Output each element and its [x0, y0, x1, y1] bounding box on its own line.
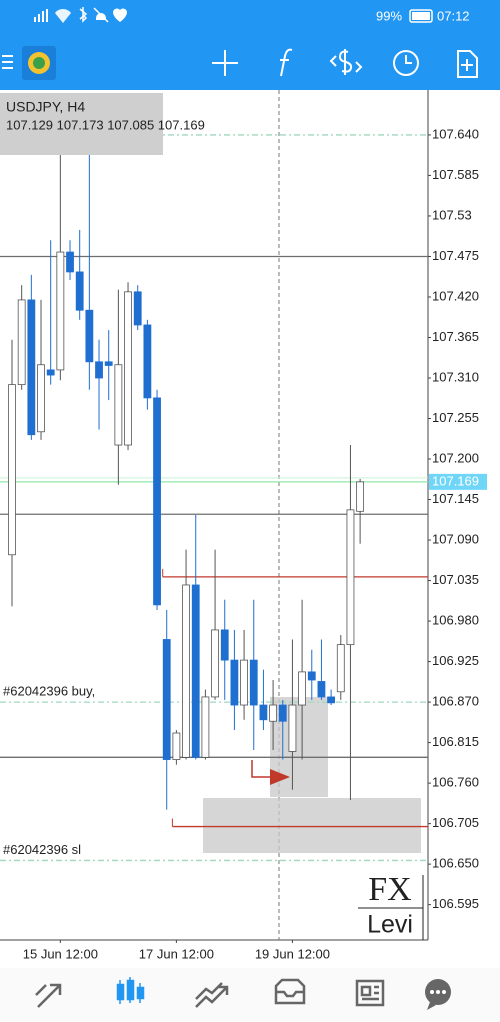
candle-body	[153, 397, 161, 606]
y-tick-label: 106.925	[432, 653, 479, 668]
level-label: #62042396 sl	[3, 842, 81, 857]
candle-body	[317, 681, 326, 698]
crosshair-button[interactable]	[212, 50, 238, 76]
candle-body	[336, 644, 345, 693]
bottom-nav	[0, 968, 500, 1022]
candle-body	[249, 659, 258, 706]
candle-body	[162, 639, 171, 760]
y-tick-label: 106.650	[432, 856, 479, 871]
candle-body	[124, 291, 132, 446]
y-tick-label: 107.255	[432, 410, 479, 425]
current-price-label: 107.169	[432, 473, 479, 488]
candle-body	[269, 704, 277, 722]
chart-tab[interactable]	[116, 977, 145, 1004]
current-price-box	[429, 473, 487, 490]
candle-body	[288, 704, 297, 752]
watermark: FX Levi	[358, 871, 424, 940]
candle-body	[95, 361, 103, 379]
y-tick-label: 107.145	[432, 491, 479, 506]
candle-body	[327, 696, 336, 704]
candle-body	[37, 364, 45, 433]
y-tick-label: 106.595	[432, 896, 479, 911]
candle-body	[114, 364, 123, 446]
candle-body	[8, 384, 16, 556]
watermark-levi: Levi	[367, 911, 413, 939]
y-tick-label: 107.310	[432, 369, 479, 384]
candle-body	[240, 659, 248, 706]
x-tick-label: 15 Jun 12:00	[23, 946, 98, 961]
candle-body	[75, 271, 84, 311]
clock: 07:12	[437, 8, 470, 23]
candle-body	[104, 361, 113, 366]
quotes-tab[interactable]	[35, 983, 62, 1008]
candle-body	[46, 369, 55, 376]
candle-body	[220, 629, 229, 661]
y-tick-label: 106.760	[432, 775, 479, 790]
candle-body	[182, 584, 190, 758]
candle-body	[307, 671, 316, 681]
y-tick-label: 106.705	[432, 815, 479, 830]
menu-button[interactable]	[2, 55, 13, 69]
y-tick-label: 107.090	[432, 531, 479, 546]
watermark-fx: FX	[368, 871, 411, 908]
candle-body	[133, 291, 142, 326]
chat-tab[interactable]	[425, 979, 451, 1010]
ohlc-text: 107.129 107.173 107.085 107.169	[6, 117, 205, 132]
y-tick-label: 107.365	[432, 329, 479, 344]
y-tick-label: 107.420	[432, 288, 479, 303]
trade-arrow-head	[270, 769, 290, 785]
history-tab[interactable]	[274, 978, 306, 1005]
level-label: #62042396 buy,	[3, 684, 95, 699]
candle-body	[298, 671, 307, 706]
y-tick-label: 107.200	[432, 450, 479, 465]
trade-button[interactable]	[329, 49, 363, 75]
candle-body	[191, 584, 200, 758]
y-tick-label: 107.640	[432, 126, 479, 141]
y-tick-label: 106.815	[432, 734, 479, 749]
trade-arrow-line	[251, 760, 276, 778]
candle-body	[230, 659, 239, 706]
news-tab[interactable]	[355, 979, 385, 1007]
candle-body	[211, 629, 219, 698]
status-icons	[34, 7, 433, 23]
x-tick-label: 19 Jun 12:00	[255, 946, 330, 961]
candle-body	[66, 251, 74, 273]
y-tick-label: 107.475	[432, 248, 479, 263]
symbol-box	[0, 93, 163, 155]
x-tick-label: 17 Jun 12:00	[139, 946, 214, 961]
y-tick-label: 107.035	[432, 572, 479, 587]
candle-body	[201, 696, 210, 758]
y-tick-label: 106.870	[432, 694, 479, 709]
candle-body	[346, 509, 355, 646]
candle-body	[259, 704, 268, 721]
y-tick-label: 107.53	[432, 207, 472, 222]
timeframe-button[interactable]	[393, 50, 419, 76]
candle-body	[356, 481, 365, 512]
symbol-title: USDJPY, H4	[6, 99, 85, 115]
candle-body	[85, 309, 94, 363]
trade-tab[interactable]	[195, 982, 229, 1008]
trade-box	[203, 798, 421, 853]
candle-body	[56, 251, 65, 371]
app-icon[interactable]	[22, 46, 56, 80]
indicators-button[interactable]	[280, 48, 293, 77]
candle-body	[143, 324, 152, 399]
new-order-button[interactable]	[457, 50, 478, 78]
y-tick-label: 107.585	[432, 167, 479, 182]
candle-body	[17, 299, 26, 386]
candle-body	[27, 299, 36, 436]
trade-box	[270, 697, 328, 797]
candle-body	[278, 704, 287, 722]
candle-body	[172, 732, 181, 760]
y-tick-label: 106.980	[432, 613, 479, 628]
battery-text: 99%	[376, 8, 402, 23]
